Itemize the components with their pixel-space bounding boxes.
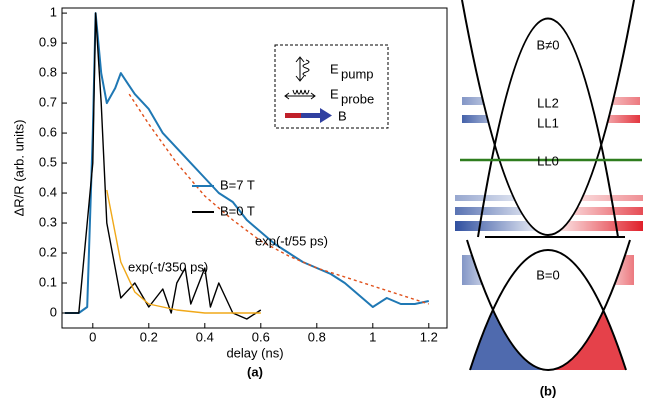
y-tick-label: 0.2: [39, 244, 57, 259]
plot-frame: [61, 7, 448, 329]
level-label: LL1: [537, 115, 559, 130]
series-line: [106, 189, 261, 314]
y-tick-label: 0.3: [39, 214, 57, 229]
inset-label: B: [338, 108, 347, 123]
x-tick-label: 0.2: [140, 329, 158, 344]
y-tick-label: 0.6: [39, 124, 57, 139]
panel-label: (a): [247, 364, 263, 379]
y-tick-label: 0.7: [39, 95, 57, 110]
field-arrow: [285, 113, 301, 118]
y-axis-label: ΔR/R (arb. units): [11, 120, 26, 217]
series-line: [64, 12, 430, 314]
y-tick-label: 0.4: [39, 184, 57, 199]
band-curve: [461, 0, 635, 236]
curve-annotation: exp(-t/55 ps): [255, 233, 328, 248]
field-arrow: [320, 108, 332, 123]
inset-label: E: [330, 86, 339, 101]
band-curve: [469, 249, 627, 371]
legend-label: B=0 T: [220, 203, 255, 218]
x-tick-label: 0.8: [308, 329, 326, 344]
y-tick-label: 0.8: [39, 65, 57, 80]
band-curve: [466, 239, 631, 371]
panel-label: (b): [540, 383, 557, 398]
probe-icon: [284, 89, 316, 100]
field-off-label: B=0: [536, 267, 560, 282]
field-on-label: B≠0: [536, 37, 559, 52]
inset-label: probe: [341, 91, 374, 106]
x-tick-label: 0.4: [196, 329, 214, 344]
y-tick-label: 0.5: [39, 154, 57, 169]
y-tick-label: 0.1: [39, 274, 57, 289]
y-tick-label: 0.9: [39, 35, 57, 50]
x-tick-label: 1.2: [420, 329, 438, 344]
y-tick-label: 1: [50, 5, 57, 20]
level-label: LL2: [537, 95, 559, 110]
series-line: [64, 12, 262, 320]
level-label: LL0: [537, 153, 559, 168]
series-line: [128, 93, 430, 305]
x-tick-label: 0.6: [252, 329, 270, 344]
pump-icon: [295, 56, 310, 82]
x-axis-label: delay (ns): [226, 345, 283, 360]
inset-label: E: [330, 61, 339, 76]
band-curve: [477, 17, 619, 238]
inset-label: pump: [341, 66, 374, 81]
y-tick-label: 0: [50, 304, 57, 319]
x-tick-label: 0: [89, 329, 96, 344]
field-arrow: [301, 113, 321, 118]
legend-label: B=7 T: [220, 177, 255, 192]
curve-annotation: exp(-t/350 ps): [128, 259, 208, 274]
x-tick-label: 1: [369, 329, 376, 344]
